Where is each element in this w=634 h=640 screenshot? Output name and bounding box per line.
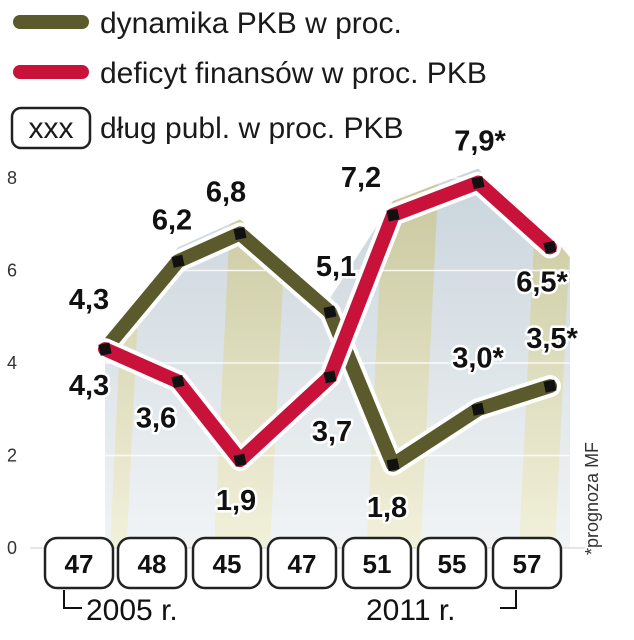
y-axis: 0 2 4 6 8 [7, 168, 17, 558]
legend-debt-box-text: xxx [29, 112, 74, 145]
value-label-deficit: 1,9 [216, 485, 256, 517]
value-label-gdp: 6,8 [206, 177, 246, 209]
value-label-deficit: 7,2 [341, 162, 381, 194]
value-label-gdp: 3,5* [526, 323, 578, 355]
y-tick-label: 6 [7, 261, 17, 281]
debt-box [341, 536, 413, 590]
debt-boxes: 47 48 45 47 51 55 57 [43, 536, 563, 590]
marker-gdp [471, 402, 485, 416]
debt-value: 51 [363, 549, 392, 579]
value-label-gdp: 1,8 [367, 492, 407, 524]
year-end-label: 2011 r. [366, 594, 456, 627]
debt-box [116, 536, 188, 590]
y-tick-label: 0 [7, 538, 17, 558]
marker-gdp [543, 379, 557, 393]
legend-deficit-label: deficyt finansów w proc. PKB [100, 57, 487, 90]
debt-box [191, 536, 263, 590]
marker-deficit [233, 453, 247, 467]
value-labels: 4,3 6,2 6,8 5,1 1,8 3,0* 3,5* 4,3 3,6 1,9 3,7 7,2 7,… [66, 123, 581, 526]
marker-deficit [543, 240, 557, 254]
series-markers [98, 176, 557, 472]
marker-gdp [323, 305, 337, 319]
marker-deficit [323, 370, 337, 384]
legend-debt-label: dług publ. w proc. PKB [100, 112, 404, 145]
marker-deficit [98, 342, 112, 356]
marker-deficit [386, 208, 400, 222]
y-tick-label: 2 [7, 446, 17, 466]
value-label-gdp: 6,2 [152, 204, 192, 236]
legend-debt-box [10, 106, 92, 150]
year-bracket-end [500, 590, 517, 609]
forecast-note: *prognoza MF [582, 442, 602, 555]
year-start-label: 2005 r. [86, 594, 178, 627]
debt-value: 48 [138, 549, 167, 579]
debt-box [266, 536, 338, 590]
marker-gdp [233, 226, 247, 241]
marker-gdp [171, 254, 185, 268]
debt-box [416, 536, 488, 590]
marker-deficit [471, 176, 485, 190]
value-label-deficit: 3,6 [136, 403, 176, 435]
debt-value: 47 [288, 549, 317, 579]
value-label-deficit: 7,9* [454, 126, 506, 158]
value-label-gdp: 5,1 [316, 251, 356, 283]
marker-gdp [386, 458, 400, 472]
value-label-deficit: 4,3 [69, 370, 109, 402]
y-tick-label: 4 [7, 353, 17, 373]
debt-box [491, 536, 563, 590]
debt-value: 47 [65, 549, 94, 579]
value-label-deficit: 3,7 [312, 416, 352, 448]
value-label-gdp: 4,3 [69, 284, 109, 316]
y-tick-label: 8 [7, 168, 17, 188]
debt-value: 57 [513, 549, 542, 579]
legend-gdp-label: dynamika PKB w proc. [100, 7, 402, 40]
debt-box [43, 536, 115, 590]
year-bracket-start [63, 590, 82, 609]
value-label-gdp: 3,0* [452, 342, 504, 374]
marker-deficit [171, 374, 185, 389]
value-label-deficit: 6,5* [516, 266, 568, 298]
debt-value: 45 [213, 549, 242, 579]
debt-value: 55 [438, 549, 467, 579]
